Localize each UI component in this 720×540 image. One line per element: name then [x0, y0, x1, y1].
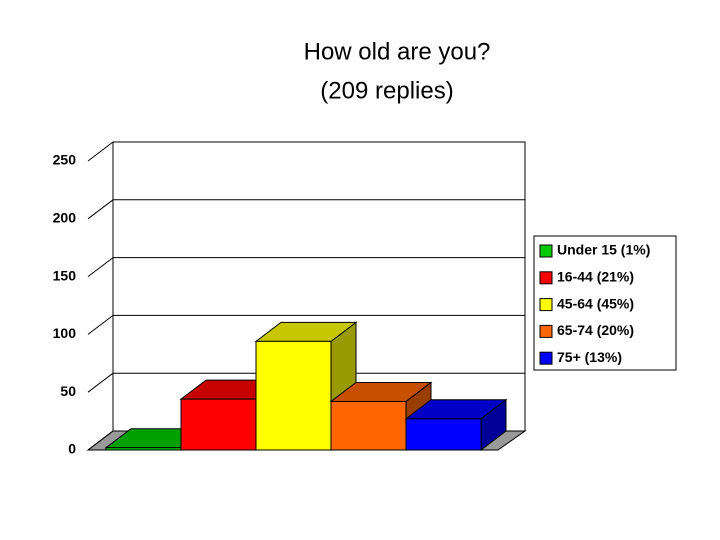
legend-swatch [539, 271, 553, 285]
bar-front [180, 398, 257, 451]
legend-label: 75+ (13%) [557, 349, 622, 365]
bar-front [405, 418, 482, 451]
legend-swatch [539, 351, 553, 365]
bar-front [255, 340, 332, 451]
tick-mark [87, 199, 114, 220]
chart-title: How old are you? [304, 38, 491, 65]
legend-swatch [539, 244, 553, 258]
tick-mark [87, 372, 114, 393]
y-tick-label: 100 [53, 325, 77, 341]
y-tick-label: 50 [60, 383, 76, 399]
legend-label: Under 15 (1%) [557, 242, 650, 258]
legend-label: 65-74 (20%) [557, 322, 634, 338]
bar-front [105, 447, 182, 451]
legend-label: 16-44 (21%) [557, 269, 634, 285]
tick-mark [87, 257, 114, 277]
bar [254, 321, 358, 452]
tick-mark [87, 141, 114, 162]
y-tick-label: 200 [53, 210, 77, 226]
y-tick-label: 250 [53, 152, 77, 168]
tick-mark [87, 315, 114, 335]
y-tick-label: 150 [53, 267, 77, 283]
tick-mark [87, 430, 114, 451]
legend-swatch [539, 298, 553, 312]
bar [404, 398, 508, 452]
legend [533, 235, 677, 371]
legend-swatch [539, 324, 553, 338]
bar-front [330, 400, 407, 451]
chart-subtitle: (209 replies) [320, 77, 453, 104]
legend-label: 45-64 (45%) [557, 295, 634, 311]
y-tick-label: 0 [68, 441, 76, 457]
